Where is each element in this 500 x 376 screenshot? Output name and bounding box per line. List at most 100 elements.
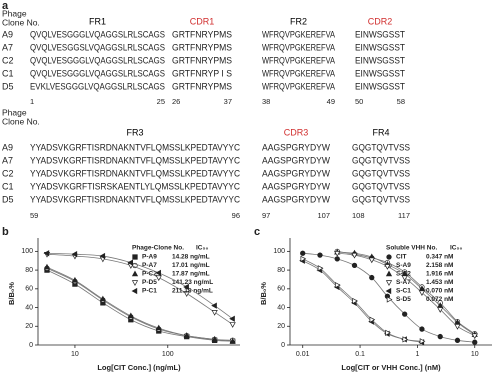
- data-point: [127, 312, 134, 319]
- legend-label: S-C1: [396, 288, 411, 295]
- data-point: [71, 276, 79, 283]
- sequence: AAGSPGRYDYW: [262, 155, 330, 165]
- legend-label: P-A9: [142, 254, 157, 261]
- position-start: 59: [30, 211, 38, 220]
- data-point: [211, 310, 218, 316]
- legend-marker: [131, 270, 139, 277]
- position-end: 25: [157, 97, 165, 106]
- region-label: CDR1: [190, 16, 215, 26]
- data-point: [300, 250, 306, 256]
- data-point: [419, 326, 425, 332]
- sequence: WFRQVPGKEREFVA: [262, 42, 335, 52]
- legend-ic50: 0.347 nM: [426, 254, 453, 261]
- data-point: [454, 337, 461, 343]
- legend-label: P-C2: [142, 271, 157, 278]
- data-point: [384, 264, 391, 270]
- y-tick-label: 100: [21, 248, 33, 255]
- legend-marker: [385, 270, 393, 277]
- y-tick-label: 40: [25, 304, 33, 311]
- panel-label: b: [2, 226, 9, 238]
- sequence: EVKLVESGGGLVQAGGSLRLSCAGS: [30, 81, 165, 91]
- data-point: [183, 283, 189, 291]
- sequence: AAGSPGRYDYW: [262, 194, 330, 204]
- data-point: [317, 252, 323, 258]
- data-point: [368, 257, 375, 264]
- legend-label: S-D5: [396, 296, 411, 303]
- position-start: 1: [30, 97, 34, 106]
- position-end: 37: [224, 97, 232, 106]
- region-label: FR3: [126, 127, 143, 137]
- sequence: YYADSVKGRFTISRDNAKNTVFLQMSSLKPEDTAVYYC: [30, 155, 240, 165]
- sequence: GQGTQVTVSS: [352, 168, 410, 178]
- data-point: [183, 291, 190, 297]
- sequence: GRTFNRYPMS: [172, 42, 232, 52]
- panel-label: a: [2, 0, 9, 12]
- position-end: 58: [397, 97, 405, 106]
- sequence: EINWSGSST: [355, 42, 405, 52]
- data-point: [211, 302, 217, 309]
- data-point: [437, 333, 443, 340]
- position-start: 26: [172, 97, 180, 106]
- sequence: YYADSVKGRFTISRDNAKNTVFLQMSSLKPEDTAVYYC: [30, 168, 240, 178]
- region-label: FR2: [290, 16, 307, 26]
- clone-name: C1: [2, 68, 14, 78]
- chart: b 0 20 40 60 80 100 10 100 Log[CIT Conc.] (ng/mL)…: [2, 226, 240, 372]
- legend-marker: [131, 287, 138, 295]
- sequence: GQGTQVTVSS: [352, 155, 410, 165]
- legend-value-title: IC₅₀: [450, 245, 462, 252]
- sequence: AAGSPGRYDYW: [262, 168, 330, 178]
- y-tick-label: 60: [277, 286, 285, 293]
- clone-name: C2: [2, 168, 14, 178]
- legend-ic50: 2.158 nM: [426, 262, 453, 269]
- data-point: [334, 256, 340, 262]
- x-tick-label: 100: [162, 351, 174, 358]
- y-tick-label: 60: [25, 286, 33, 293]
- clone-name: A7: [2, 155, 13, 165]
- sequence: GRTFNRYPMS: [172, 29, 232, 39]
- sequence: YYADSVKGRFTISRSKAENTLYLQMSSLKPEDTAVYYC: [30, 181, 240, 191]
- legend-ic50: 17.01 ng/mL: [172, 262, 210, 269]
- x-tick-label: 10: [71, 351, 79, 358]
- data-point: [317, 265, 324, 272]
- data-point: [437, 307, 444, 313]
- legend-ic50: 211.18 ng/mL: [172, 288, 213, 295]
- position-start: 108: [352, 211, 365, 220]
- data-point: [402, 311, 408, 317]
- sequence: QVQLVESGGGLVQAGGSLRLSCAGS: [30, 29, 165, 39]
- sequence: YYADSVKGRFTISRDNAKNTVFLQMSSLKPEDTAVYYC: [30, 194, 240, 204]
- sequence: WFRQVPGKEREFVA: [262, 81, 335, 91]
- sequence: GRTFNRYP I S: [172, 68, 232, 78]
- clone-name: A9: [2, 29, 13, 39]
- sequence: GQGTQVTVSS: [352, 181, 410, 191]
- data-point: [454, 324, 461, 330]
- column-header: Phage: [2, 8, 27, 18]
- position-start: 97: [262, 211, 270, 220]
- legend-label: S-A7: [396, 279, 411, 286]
- legend-title: Phage-Clone No.: [132, 245, 184, 252]
- sequence: WFRQVPGKEREFVA: [262, 29, 335, 39]
- sequence: EINWSGSST: [355, 29, 405, 39]
- clone-name: C2: [2, 55, 14, 65]
- region-label: CDR2: [368, 16, 393, 26]
- data-point: [155, 324, 162, 331]
- region-label: FR4: [372, 127, 389, 137]
- legend-value-title: IC₅₀: [196, 245, 208, 252]
- data-point: [183, 332, 190, 338]
- data-point: [351, 252, 358, 259]
- legend-marker: [132, 254, 138, 260]
- y-tick-label: 0: [281, 342, 285, 349]
- data-point: [401, 275, 408, 282]
- legend-marker: [131, 280, 139, 286]
- data-point: [369, 316, 376, 323]
- data-point: [155, 275, 162, 282]
- legend-title: Soluble VHH No.: [386, 245, 437, 252]
- sequence: GQGTQVTVSS: [352, 142, 410, 152]
- region-label: FR1: [89, 16, 106, 26]
- legend-label: P-D5: [142, 279, 157, 286]
- data-point: [99, 252, 106, 260]
- legend-label: CIT: [396, 254, 407, 261]
- y-tick-label: 20: [25, 323, 33, 330]
- position-start: 50: [355, 97, 363, 106]
